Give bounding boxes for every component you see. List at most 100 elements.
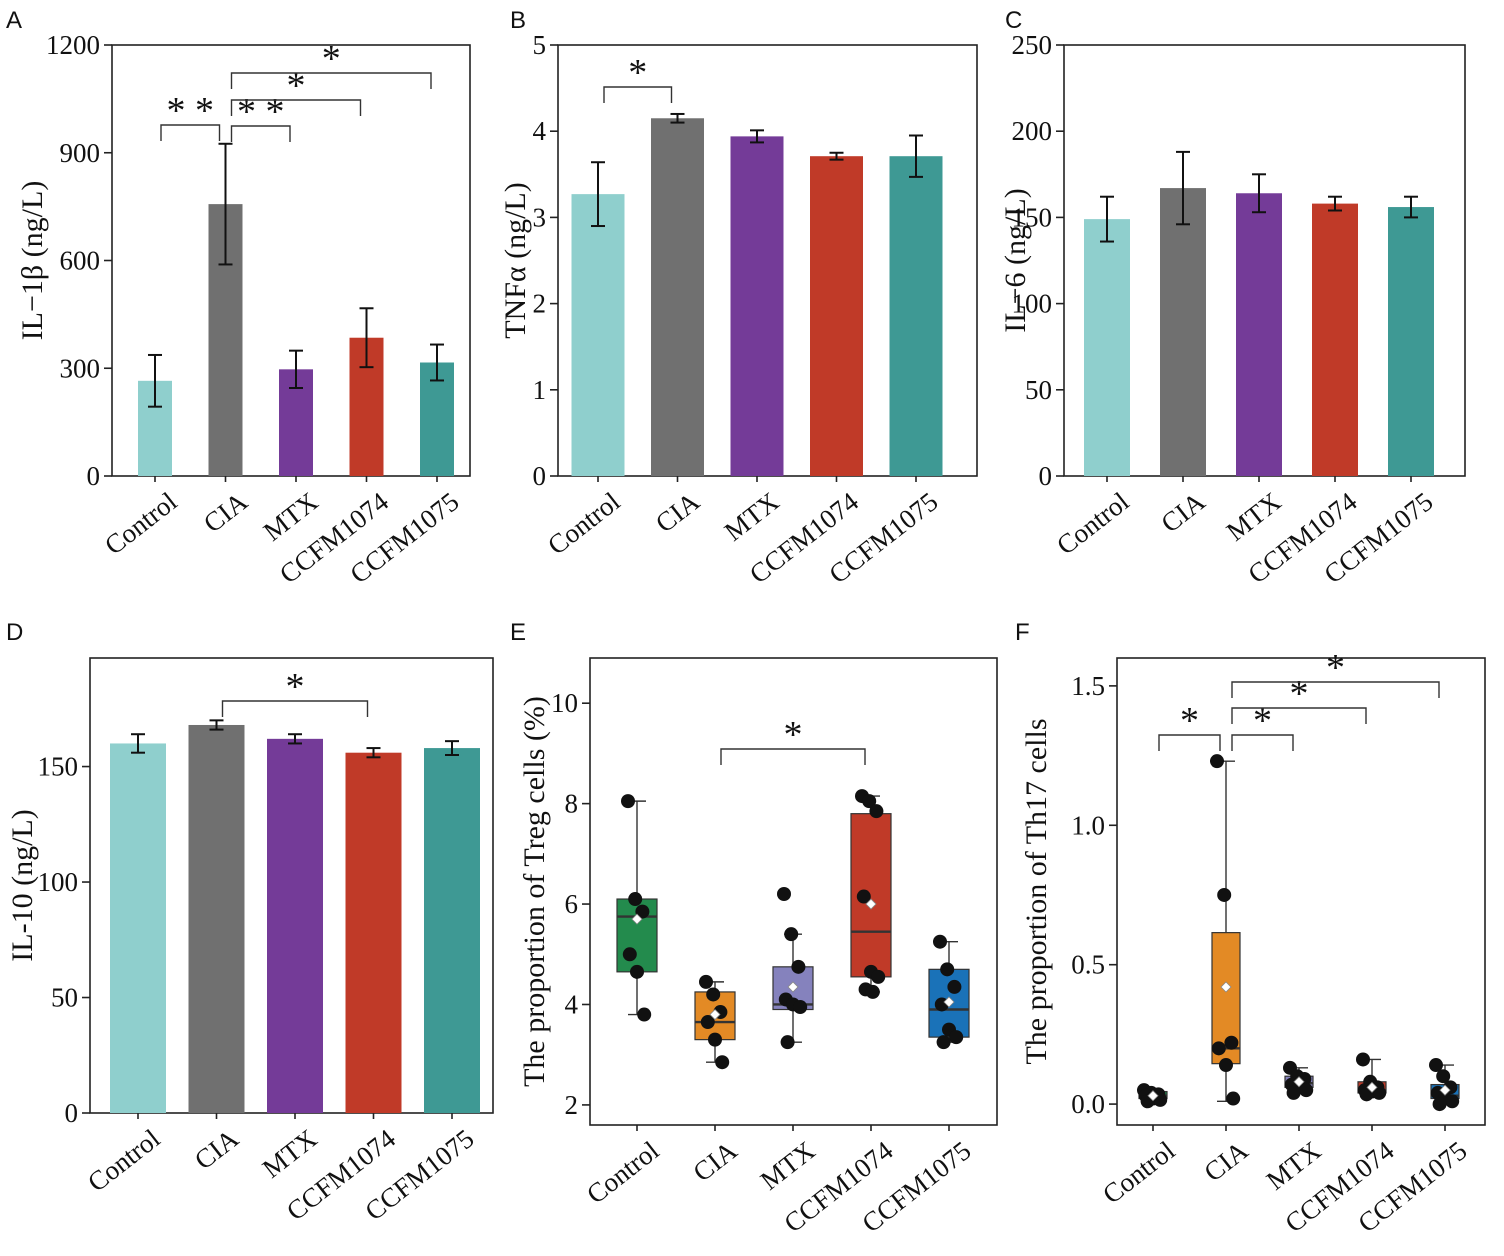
- x-tick-label: CIA: [687, 1135, 743, 1188]
- x-tick-label: Control: [99, 486, 182, 560]
- plot-frame: [1116, 657, 1486, 1126]
- y-tick-label: 4: [533, 116, 547, 146]
- significance-bracket: [230, 72, 432, 89]
- significance-label: * *: [167, 90, 215, 132]
- x-tick-label: CIA: [1155, 486, 1211, 539]
- y-tick-label: 50: [1025, 375, 1052, 405]
- data-point: [706, 987, 721, 1002]
- bar-cia: [1160, 188, 1206, 477]
- bar-ccfm1074: [1312, 203, 1358, 476]
- significance-bracket: [1158, 734, 1221, 751]
- bar-mtx: [267, 738, 323, 1113]
- data-point: [947, 979, 962, 994]
- data-point: [1436, 1069, 1451, 1084]
- y-axis-label: The proportion of Th17 cells: [1020, 718, 1053, 1064]
- data-point: [630, 964, 644, 979]
- x-tick-label: Control: [581, 1135, 664, 1209]
- data-point: [784, 927, 799, 942]
- data-point: [940, 962, 955, 977]
- data-point: [637, 1007, 652, 1022]
- y-tick-label: 6: [565, 889, 579, 919]
- y-tick-label: 0: [533, 461, 547, 491]
- mean-marker: [709, 1008, 721, 1021]
- x-tick-label: Control: [82, 1123, 165, 1197]
- y-tick-label: 3: [533, 202, 547, 232]
- data-point: [933, 934, 947, 949]
- data-point: [1432, 1097, 1447, 1112]
- y-tick-label: 4: [565, 989, 579, 1019]
- x-tick-label: CIA: [198, 486, 254, 539]
- y-tick-label: 0.5: [1071, 950, 1105, 980]
- bar-ccfm1075: [889, 156, 943, 476]
- bar-cia: [651, 118, 704, 477]
- significance-label: *: [1290, 673, 1309, 715]
- x-tick-label: CIA: [1198, 1135, 1254, 1188]
- y-tick-label: 600: [60, 246, 101, 276]
- y-tick-label: 0.0: [1071, 1089, 1105, 1119]
- significance-label: *: [322, 38, 341, 80]
- y-tick-label: 10: [551, 688, 578, 718]
- mean-marker: [1366, 1081, 1378, 1093]
- data-point: [791, 959, 806, 974]
- data-point: [699, 974, 713, 989]
- data-point: [700, 1015, 715, 1030]
- mean-marker: [943, 996, 955, 1008]
- mean-marker: [631, 913, 643, 925]
- mean-marker: [787, 981, 799, 993]
- y-axis-label: IL-10 (ng/L): [6, 809, 39, 961]
- data-point: [949, 1030, 964, 1045]
- x-tick-label: MTX: [755, 1135, 821, 1196]
- significance-bracket: [230, 99, 362, 116]
- data-point: [871, 969, 886, 984]
- data-point: [793, 999, 808, 1014]
- y-tick-label: 2: [565, 1090, 579, 1120]
- data-point: [780, 1035, 795, 1050]
- panel-label: C: [1005, 7, 1022, 34]
- panel-label: E: [510, 619, 526, 646]
- bar-mtx: [730, 136, 784, 476]
- significance-label: *: [1180, 700, 1199, 742]
- significance-label: *: [286, 666, 305, 708]
- y-axis-label: The proportion of Treg cells (%): [518, 696, 551, 1087]
- significance-bracket: [230, 125, 291, 142]
- data-point: [936, 1035, 951, 1050]
- significance-label: *: [1326, 647, 1345, 689]
- data-point: [1226, 1091, 1241, 1106]
- y-tick-label: 5: [533, 30, 547, 60]
- significance-bracket: [160, 124, 221, 141]
- x-tick-label: Control: [1051, 486, 1134, 560]
- y-tick-label: 50: [51, 983, 78, 1013]
- bar-ccfm1075: [424, 748, 480, 1113]
- mean-marker: [1439, 1084, 1451, 1096]
- data-point: [1429, 1058, 1443, 1073]
- data-point: [715, 1055, 730, 1070]
- panel-label: B: [510, 7, 526, 34]
- y-tick-label: 1.5: [1071, 671, 1105, 701]
- data-point: [622, 947, 637, 962]
- data-point: [1224, 1035, 1239, 1050]
- bar-mtx: [1236, 193, 1282, 476]
- y-tick-label: 2: [533, 289, 547, 319]
- y-tick-label: 100: [38, 867, 79, 897]
- significance-label: *: [628, 52, 647, 94]
- bar-control: [110, 743, 166, 1113]
- data-point: [621, 794, 635, 809]
- y-tick-label: 0: [1039, 461, 1053, 491]
- panel-F: F 0.0 0.5 1.0 1.5 The proportion of Th17 cell…: [1015, 619, 1486, 1238]
- y-tick-label: 0: [65, 1098, 79, 1128]
- data-point: [1219, 1058, 1233, 1073]
- y-tick-label: 1: [533, 375, 547, 405]
- y-axis-label: IL−6 (ng/L): [999, 188, 1032, 332]
- bar-control: [571, 194, 625, 476]
- significance-bracket: [1231, 681, 1440, 698]
- data-point: [862, 794, 877, 809]
- y-tick-label: 1200: [46, 30, 100, 60]
- data-point: [777, 887, 791, 902]
- data-point: [708, 1032, 722, 1047]
